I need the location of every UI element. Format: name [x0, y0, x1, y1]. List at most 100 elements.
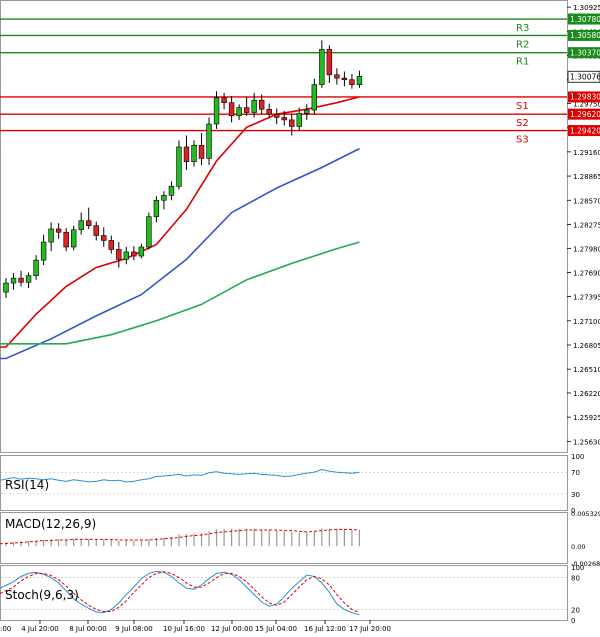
- stoch-label: Stoch(9,6,3): [5, 588, 79, 602]
- level-price-tags: 1.30780 1.30580 1.30370 1.29830 1.29620 1.294…: [568, 13, 600, 137]
- price-tick-label: 1.30925: [573, 4, 600, 12]
- level-tag-r3: 1.30780: [570, 15, 600, 24]
- price-tick-label: 1.29160: [573, 149, 600, 157]
- candle-body: [78, 220, 84, 231]
- candle-body: [168, 186, 175, 196]
- candle-body: [341, 77, 348, 81]
- price-tick-label: 1.28570: [573, 197, 600, 205]
- candle-body: [183, 146, 190, 163]
- candle-body: [63, 231, 69, 248]
- level-tag-bg: [568, 47, 600, 59]
- rsi-line: [0, 468, 360, 483]
- price-tick-label: 1.27980: [573, 246, 600, 254]
- candle-body: [161, 195, 167, 201]
- candle-body: [213, 97, 220, 125]
- price-tick-label: 1.27100: [573, 318, 600, 326]
- stoch-panel: 100 80 20 0: [0, 564, 584, 625]
- rsi-panel: 100 70 30 0: [0, 453, 584, 515]
- price-tick-label: 1.28275: [573, 221, 600, 229]
- level-tag-s2: 1.29620: [570, 110, 600, 119]
- price-tick-label: 1.28865: [573, 173, 600, 181]
- macd-signal-line: [0, 528, 360, 545]
- macd-panel: 0.005329 0.00 -0.002689: [0, 510, 600, 568]
- candle-body: [146, 216, 152, 248]
- candle-body: [326, 49, 333, 76]
- time-tick-label: 17 Jul 20:00: [349, 625, 391, 633]
- candle-body: [48, 228, 54, 243]
- level-tag-bg: [568, 13, 600, 25]
- candle-body: [198, 145, 205, 159]
- time-axis: :00 4 Jul 20:00 8 Jul 00:00 9 Jul 08:00 10 J…: [0, 620, 391, 633]
- current-price-label: 1.30076: [570, 73, 600, 82]
- price-tick-label: 1.26220: [573, 390, 600, 398]
- candle-body: [258, 99, 265, 110]
- time-tick-label: 8 Jul 00:00: [69, 625, 107, 633]
- candle-body: [93, 225, 99, 236]
- level-tag-s3: 1.29420: [570, 126, 600, 135]
- candle-body: [70, 229, 77, 248]
- candle-body: [191, 145, 197, 163]
- candle-body: [349, 79, 355, 85]
- rsi-tick-label: 30: [571, 491, 580, 499]
- candle-body: [236, 107, 242, 117]
- candle-body: [311, 84, 318, 111]
- level-tag-r1: 1.30370: [570, 48, 600, 57]
- price-tick-label: 1.27395: [573, 294, 600, 302]
- candle-body: [33, 259, 39, 276]
- candle-body: [274, 113, 280, 118]
- candle-body: [108, 240, 114, 250]
- candle-body: [281, 117, 287, 121]
- level-tag-r2: 1.30580: [570, 31, 600, 40]
- candle-body: [289, 119, 295, 127]
- price-tick-label: 1.26510: [573, 366, 600, 374]
- moving-average-line: [0, 241, 360, 345]
- candle-body: [334, 74, 340, 79]
- level-name-s2: S2: [516, 118, 529, 129]
- stoch-main-line: [0, 570, 360, 616]
- macd-tick-label: 0.005329: [571, 510, 600, 518]
- price-axis: 1.309251.306301.303351.300401.297501.294…: [567, 4, 600, 446]
- candle-body: [131, 251, 137, 257]
- stoch-tick-label: 20: [571, 606, 580, 614]
- level-tag-bg: [568, 91, 600, 103]
- candle-body: [304, 109, 310, 114]
- candle-body: [176, 146, 182, 187]
- level-name-r2: R2: [516, 39, 529, 50]
- moving-average-line: [0, 96, 360, 348]
- time-tick-label: 16 Jul 12:00: [304, 625, 346, 633]
- moving-averages: [0, 96, 360, 360]
- price-tick-label: 1.29750: [573, 101, 600, 109]
- time-tick-label: 15 Jul 04:00: [255, 625, 297, 633]
- candle-body: [228, 102, 235, 117]
- level-name-s3: S3: [516, 135, 529, 146]
- macd-tick-label: 0.00: [571, 543, 585, 551]
- stoch-tick-label: 0: [571, 617, 575, 625]
- level-tag-bg: [568, 125, 600, 137]
- level-name-s1: S1: [516, 101, 529, 112]
- stoch-signal-line: [0, 571, 360, 614]
- candle-body: [55, 228, 62, 233]
- candle-body: [86, 220, 92, 226]
- stoch-tick-label: 80: [571, 575, 580, 583]
- support-resistance-lines: R3 R2 R1 S1 S2 S3: [0, 18, 567, 146]
- macd-tick-label: -0.002689: [571, 560, 600, 568]
- price-tick-label: 1.25925: [573, 414, 600, 422]
- level-name-r1: R1: [516, 57, 529, 68]
- moving-average-line: [0, 147, 360, 360]
- candle-body: [138, 246, 145, 257]
- candle-body: [206, 123, 212, 159]
- candle-body: [3, 282, 9, 293]
- rsi-label: RSI(14): [5, 478, 49, 492]
- candle-body: [101, 235, 107, 241]
- candle-body: [243, 107, 250, 113]
- level-tag-bg: [568, 108, 600, 120]
- candle-body: [251, 99, 257, 113]
- rsi-tick-label: 70: [571, 469, 580, 477]
- price-tick-label: 1.27690: [573, 269, 600, 277]
- time-tick-label: 4 Jul 20:00: [21, 625, 59, 633]
- candle-body: [10, 277, 17, 284]
- candle-body: [123, 251, 130, 260]
- candle-body: [319, 49, 325, 85]
- level-tag-s1: 1.29830: [570, 93, 600, 102]
